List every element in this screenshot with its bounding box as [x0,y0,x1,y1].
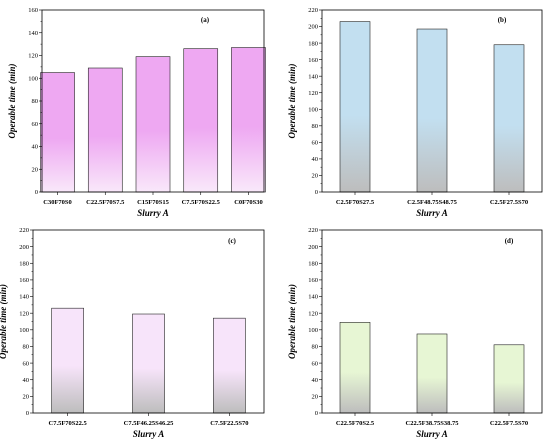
y-tick-label: 0 [315,410,318,417]
bar-2-3 [494,45,524,192]
y-tick-label: 40 [32,144,39,151]
y-tick-label: 220 [308,227,318,234]
chart-panel-1: C30F70S0 C22.5F70S7.5 C15F70S15 C7.5F70S22.… [7,7,265,218]
x-tick-label: C30F70S0 [43,199,72,206]
y-tick-label: 80 [32,98,39,105]
y-tick-label: 140 [28,30,38,37]
y-tick-label: 200 [19,244,29,251]
bar-4-2 [417,334,447,413]
y-tick-label: 140 [19,294,29,301]
y-tick-label: 20 [312,394,319,401]
y-tick-label: 100 [28,75,38,82]
y-tick-label: 220 [308,7,318,14]
y-tick-label: 80 [23,344,30,351]
y-axis-title: Operable time (min) [287,284,297,359]
x-tick-label: C22.5F70S2.5 [336,420,375,427]
y-tick-label: 80 [312,123,319,130]
y-tick-label: 140 [308,73,318,80]
y-tick-label: 40 [312,377,319,384]
y-tick-label: 0 [26,410,29,417]
x-tick-label: C2.5F27.5S70 [490,199,528,206]
bar-3-1 [52,308,84,413]
x-axis-title: Slurry A [137,208,168,218]
x-tick-label: C7.5F70S22.5 [182,199,221,206]
y-tick-label: 20 [23,394,30,401]
y-tick-label: 20 [312,173,319,180]
y-tick-label: 200 [308,244,318,251]
bar-3-3 [213,318,245,413]
y-tick-label: 160 [308,57,318,64]
y-tick-label: 60 [312,140,319,147]
bar-1-1 [41,73,75,192]
panel-label: (a) [201,16,210,24]
bar-2-1 [340,22,370,192]
panel-label: (c) [228,237,236,245]
y-axis-title: Operable time (min) [7,64,17,139]
y-tick-label: 100 [308,327,318,334]
x-axis-title: Slurry A [416,208,447,218]
x-tick-label: C22.5F38.75S38.75 [406,420,460,427]
x-axis-title: Slurry A [133,429,164,439]
y-tick-label: 60 [23,360,30,367]
x-tick-label: C7.5F70S22.5 [49,420,88,427]
y-tick-label: 200 [308,24,318,31]
x-tick-label: C7.5F22.5S70 [210,420,248,427]
y-tick-label: 100 [308,106,318,113]
panel-label: (b) [498,16,507,24]
x-tick-label: C7.5F46.25S46.25 [124,420,174,427]
y-tick-label: 160 [19,277,29,284]
chart-panel-3: C7.5F70S22.5 C7.5F46.25S46.25 C7.5F22.5S70… [0,227,264,439]
bar-1-5 [231,48,265,192]
y-tick-label: 120 [19,310,29,317]
bar-1-3 [136,57,170,192]
x-tick-label: C15F70S15 [137,199,170,206]
y-tick-label: 0 [315,189,318,196]
y-tick-label: 220 [19,227,29,234]
y-tick-label: 40 [23,377,30,384]
bar-3-2 [133,314,165,413]
bar-4-3 [494,345,524,413]
y-tick-label: 20 [32,166,39,173]
y-tick-label: 120 [28,53,38,60]
y-axis-title: Operable time (min) [287,64,297,139]
y-axis-title: Operable time (min) [0,284,8,359]
x-tick-label: C0F70S30 [234,199,263,206]
y-tick-label: 120 [308,90,318,97]
bar-2-2 [417,29,447,192]
x-tick-label: C22.5F70S7.5 [86,199,125,206]
y-tick-label: 180 [308,40,318,47]
panel-label: (d) [505,237,514,245]
y-tick-label: 160 [308,277,318,284]
bar-1-2 [88,68,122,192]
y-tick-label: 120 [308,310,318,317]
y-tick-label: 40 [312,156,319,163]
bar-1-4 [184,49,218,192]
chart-panel-2: C2.5F70S27.5 C2.5F48.75S48.75 C2.5F27.5S70… [287,7,542,218]
y-tick-label: 180 [308,260,318,267]
x-tick-label: C2.5F70S27.5 [336,199,375,206]
bar-4-1 [340,322,370,413]
y-tick-label: 180 [19,260,29,267]
y-tick-label: 100 [19,327,29,334]
chart-panel-4: C22.5F70S2.5 C22.5F38.75S38.75 C22.5F7.5S7… [287,227,542,439]
y-tick-label: 160 [28,7,38,14]
y-tick-label: 60 [32,121,39,128]
y-tick-label: 60 [312,360,319,367]
y-tick-label: 80 [312,344,319,351]
x-tick-label: C22.5F7.5S70 [490,420,528,427]
y-tick-label: 140 [308,294,318,301]
x-tick-label: C2.5F48.75S48.75 [407,199,457,206]
y-tick-label: 0 [35,189,38,196]
x-axis-title: Slurry A [416,429,447,439]
